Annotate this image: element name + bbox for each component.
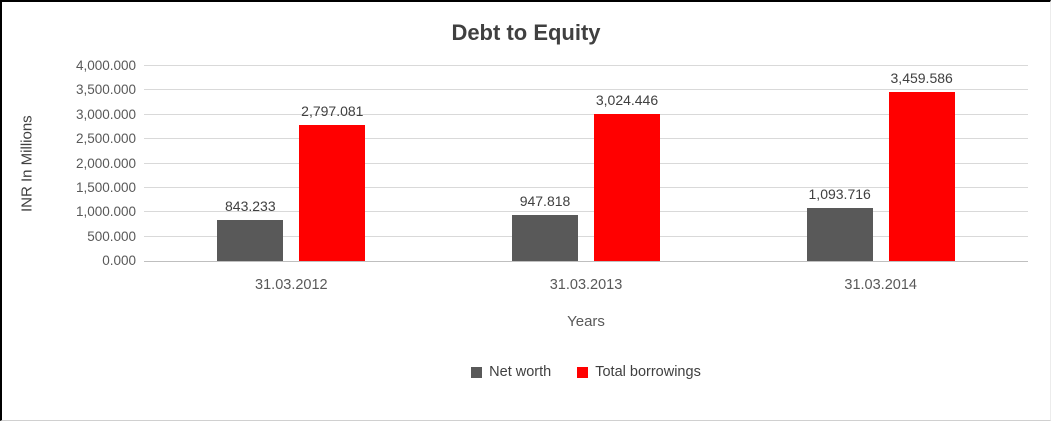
y-axis-tick-label: 1,500.000 bbox=[75, 179, 136, 195]
bar-group: 1,093.716 3,459.586 bbox=[733, 66, 1028, 261]
x-axis-labels: 31.03.2012 31.03.2013 31.03.2014 bbox=[144, 262, 1028, 293]
bar-net-worth: 843.233 bbox=[217, 198, 284, 261]
legend-label: Total borrowings bbox=[595, 364, 701, 380]
x-category-label: 31.03.2013 bbox=[549, 277, 623, 293]
legend-item-net-worth: Net worth bbox=[471, 364, 551, 380]
gridline bbox=[144, 65, 1028, 66]
x-category-label: 31.03.2014 bbox=[844, 277, 917, 293]
x-axis-title: Years bbox=[567, 313, 605, 330]
y-axis-tick-label: 2,000.000 bbox=[75, 155, 136, 171]
bar-net-worth: 947.818 bbox=[512, 193, 578, 261]
bar-total-borrowings: 3,459.586 bbox=[888, 70, 955, 261]
y-axis-tick-label: 2,500.000 bbox=[75, 131, 136, 147]
y-axis-tick-label: 1,000.000 bbox=[75, 204, 136, 220]
y-axis-tick-label: 4,000.000 bbox=[75, 58, 136, 73]
bar-group: 843.233 2,797.081 bbox=[144, 66, 439, 261]
gridline bbox=[144, 211, 1028, 213]
bar-value-label: 3,459.586 bbox=[890, 70, 953, 87]
x-category-label: 31.03.2012 bbox=[255, 277, 328, 293]
y-axis-title: INR In Millions bbox=[18, 115, 36, 212]
legend-swatch-total-borrowings bbox=[577, 366, 589, 378]
legend-item-total-borrowings: Total borrowings bbox=[577, 364, 701, 380]
gridline bbox=[144, 186, 1028, 188]
plot-area: 843.233 2,797.081 947.818 3,024.446 1,093.71… bbox=[144, 65, 1028, 262]
plot-column: 843.233 2,797.081 947.818 3,024.446 1,093.71… bbox=[144, 65, 1028, 380]
bar-value-label: 3,024.446 bbox=[595, 91, 659, 108]
chart-body: INR In Millions 0.000 500.000 1,000.000 1,5… bbox=[2, 58, 1050, 380]
chart-title: Debt to Equity bbox=[451, 20, 601, 45]
gridline bbox=[144, 162, 1028, 164]
bar-value-label: 947.818 bbox=[519, 192, 571, 209]
bar-value-label: 843.233 bbox=[225, 197, 276, 214]
bar-groups: 843.233 2,797.081 947.818 3,024.446 1,093.71… bbox=[144, 66, 1028, 261]
bar-group: 947.818 3,024.446 bbox=[439, 66, 734, 261]
gridline bbox=[144, 89, 1028, 91]
legend-swatch-net-worth bbox=[471, 366, 483, 378]
legend-label: Net worth bbox=[489, 364, 552, 380]
bar-value-label: 2,797.081 bbox=[301, 102, 364, 119]
y-axis-tick-label: 3,500.000 bbox=[75, 82, 136, 98]
y-axis-tick-label: 3,000.000 bbox=[75, 106, 136, 122]
legend: Net worth Total borrowings bbox=[144, 364, 1028, 380]
y-axis-tick-label: 500.000 bbox=[87, 228, 136, 244]
bar-total-borrowings: 3,024.446 bbox=[594, 92, 660, 261]
y-axis-tick-labels: 0.000 500.000 1,000.000 1,500.000 2,000.000 2… bbox=[40, 58, 144, 268]
gridline bbox=[144, 138, 1028, 140]
gridline bbox=[144, 235, 1028, 237]
bar-value-label: 1,093.716 bbox=[808, 185, 871, 202]
gridline bbox=[144, 113, 1028, 115]
y-axis-tick-label: 0.000 bbox=[102, 253, 136, 268]
bar-net-worth: 1,093.716 bbox=[806, 186, 873, 261]
bar-total-borrowings: 2,797.081 bbox=[299, 103, 366, 261]
